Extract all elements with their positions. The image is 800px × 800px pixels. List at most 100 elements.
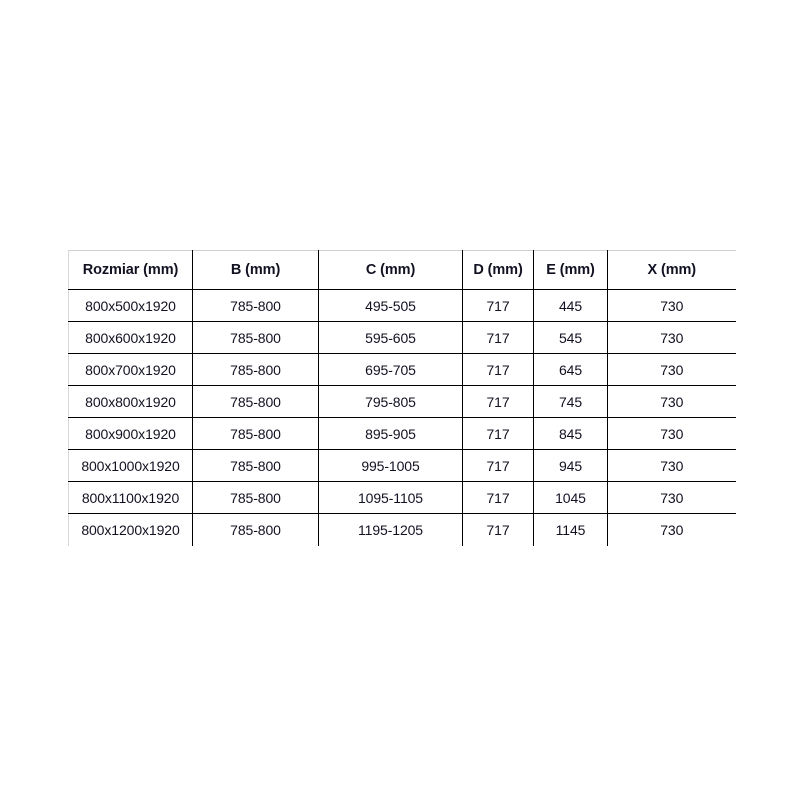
- cell-c-value: 495-505: [365, 297, 416, 314]
- cell-d-value: 717: [486, 489, 510, 506]
- cell-d-value: 717: [486, 521, 510, 538]
- cell-b: 785-800: [192, 353, 319, 386]
- cell-size-value: 800x1100x1920: [81, 489, 180, 506]
- table-body: 800x500x1920 785-800 495-505 717 445 730…: [68, 289, 736, 546]
- cell-size-value: 800x700x1920: [85, 361, 176, 378]
- cell-e-value: 545: [558, 329, 583, 346]
- table-row: 800x700x1920 785-800 695-705 717 645 730: [68, 353, 736, 386]
- cell-x: 730: [608, 514, 736, 546]
- cell-c: 1095-1105: [318, 481, 463, 514]
- column-header-b-label: B (mm): [230, 261, 281, 278]
- cell-d: 717: [462, 353, 534, 386]
- table-row: 800x800x1920 785-800 795-805 717 745 730: [68, 385, 736, 418]
- cell-x-value: 730: [660, 297, 684, 314]
- cell-size: 800x700x1920: [68, 353, 193, 386]
- cell-x: 730: [607, 289, 736, 322]
- cell-c: 595-605: [318, 321, 463, 354]
- cell-d: 717: [462, 513, 534, 546]
- cell-e: 545: [533, 321, 608, 354]
- cell-b: 785-800: [192, 481, 319, 514]
- cell-e-value: 945: [558, 457, 583, 474]
- cell-c-value: 895-905: [365, 425, 416, 442]
- cell-d: 717: [462, 417, 534, 450]
- cell-c-value: 1195-1205: [357, 521, 423, 538]
- cell-b: 785-800: [192, 513, 319, 546]
- table-row: 800x600x1920 785-800 595-605 717 545 730: [68, 321, 736, 354]
- cell-c: 895-905: [318, 417, 463, 450]
- cell-b-value: 785-800: [230, 393, 281, 410]
- cell-size-value: 800x1200x1920: [81, 521, 180, 538]
- cell-d: 717: [462, 385, 534, 418]
- cell-x-value: 730: [660, 457, 684, 474]
- cell-x-value: 730: [660, 521, 684, 538]
- cell-x-value: 730: [660, 361, 684, 378]
- cell-c-value: 995-1005: [361, 457, 420, 474]
- cell-c: 695-705: [318, 353, 463, 386]
- cell-d-value: 717: [486, 393, 510, 410]
- cell-e-value: 1045: [555, 489, 586, 506]
- cell-d: 717: [462, 321, 534, 354]
- cell-e-value: 845: [558, 425, 583, 442]
- table-row: 800x500x1920 785-800 495-505 717 445 730: [68, 289, 736, 322]
- cell-b: 785-800: [192, 417, 319, 450]
- column-header-b: B (mm): [192, 250, 319, 290]
- cell-b: 785-800: [192, 385, 319, 418]
- column-header-x: X (mm): [607, 250, 736, 290]
- table-row: 800x1100x1920 785-800 1095-1105 717 1045…: [68, 481, 736, 514]
- cell-size: 800x1200x1920: [68, 513, 193, 546]
- cell-c-value: 595-605: [365, 329, 416, 346]
- cell-b-value: 785-800: [230, 521, 281, 538]
- cell-d: 717: [462, 481, 534, 514]
- cell-c: 995-1005: [318, 449, 463, 482]
- cell-c-value: 695-705: [365, 361, 416, 378]
- cell-b-value: 785-800: [230, 425, 281, 442]
- column-header-e: E (mm): [533, 250, 608, 290]
- column-header-c-label: C (mm): [365, 261, 416, 278]
- table-row: 800x1200x1920 785-800 1195-1205 717 1145…: [68, 513, 736, 546]
- cell-x: 730: [607, 321, 736, 354]
- cell-e-value: 1145: [555, 521, 586, 538]
- cell-c: 1195-1205: [318, 513, 463, 546]
- cell-x: 730: [607, 449, 736, 482]
- column-header-size: Rozmiar (mm): [68, 250, 193, 290]
- cell-e: 845: [533, 417, 608, 450]
- cell-e-value: 645: [558, 361, 583, 378]
- cell-b: 785-800: [192, 321, 319, 354]
- cell-x: 730: [607, 385, 736, 418]
- cell-x-value: 730: [660, 329, 684, 346]
- cell-c-value: 1095-1105: [357, 489, 423, 506]
- cell-c: 795-805: [318, 385, 463, 418]
- cell-x: 730: [607, 353, 736, 386]
- cell-e: 1145: [533, 513, 608, 546]
- cell-d-value: 717: [486, 297, 510, 314]
- cell-d: 717: [462, 289, 534, 322]
- cell-b: 785-800: [192, 289, 319, 322]
- table-row: 800x1000x1920 785-800 995-1005 717 945 7…: [68, 449, 736, 482]
- cell-size: 800x1000x1920: [68, 449, 193, 482]
- cell-e-value: 445: [558, 297, 583, 314]
- cell-size-value: 800x900x1920: [85, 425, 176, 442]
- table-row: 800x900x1920 785-800 895-905 717 845 730: [68, 417, 736, 450]
- cell-d: 717: [462, 449, 534, 482]
- cell-b-value: 785-800: [230, 329, 281, 346]
- column-header-size-label: Rozmiar (mm): [82, 261, 179, 278]
- cell-d-value: 717: [486, 329, 510, 346]
- cell-size-value: 800x600x1920: [85, 329, 176, 346]
- cell-size-value: 800x500x1920: [85, 297, 176, 314]
- cell-d-value: 717: [486, 361, 510, 378]
- cell-e: 1045: [533, 481, 608, 514]
- cell-e: 745: [533, 385, 608, 418]
- column-header-d-label: D (mm): [473, 261, 523, 278]
- cell-b-value: 785-800: [230, 297, 281, 314]
- cell-x-value: 730: [660, 425, 684, 442]
- cell-size: 800x600x1920: [68, 321, 193, 354]
- cell-size-value: 800x800x1920: [85, 393, 176, 410]
- dimensions-table: Rozmiar (mm) B (mm) C (mm) D (mm) E (mm)…: [68, 250, 736, 546]
- cell-size: 800x500x1920: [68, 289, 193, 322]
- cell-e: 945: [533, 449, 608, 482]
- cell-b-value: 785-800: [230, 489, 281, 506]
- cell-x: 730: [607, 481, 736, 514]
- cell-e-value: 745: [558, 393, 583, 410]
- cell-e: 645: [533, 353, 608, 386]
